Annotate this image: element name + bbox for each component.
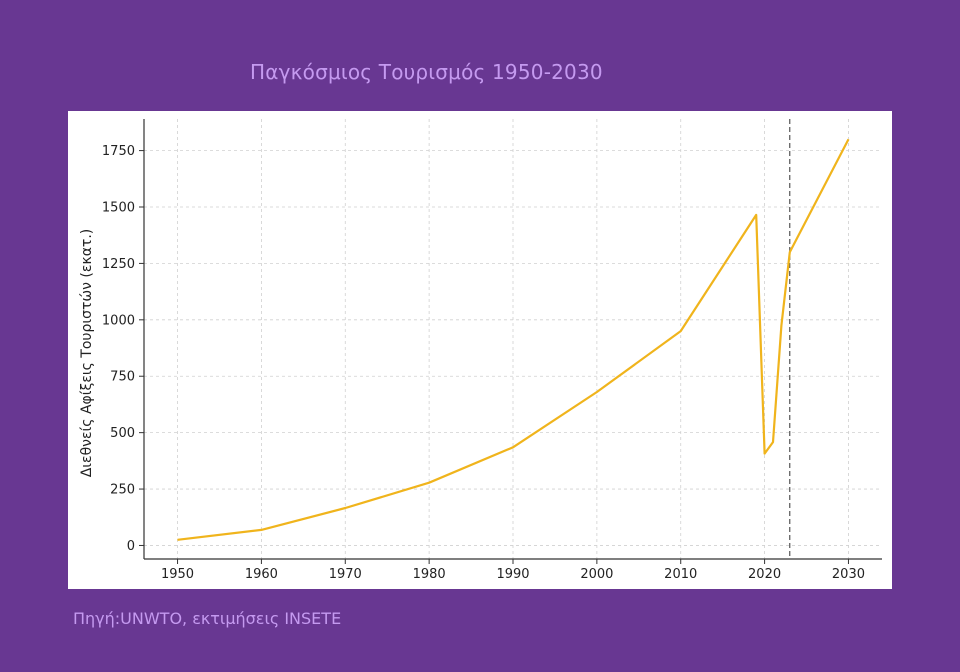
y-tick-label: 500 [110, 426, 135, 441]
x-tick-label: 1990 [496, 567, 529, 582]
tick-labels: 1950 1960 1970 1980 1990 2000 2010 2020 2030 0 250… [102, 144, 865, 582]
x-tick-label: 2030 [832, 567, 865, 582]
y-axis-label: Διεθνείς Αφίξεις Τουριστών (εκατ.) [79, 229, 95, 478]
x-tick-label: 1960 [245, 567, 278, 582]
page-title: Παγκόσμιος Τουρισμός 1950-2030 [250, 60, 603, 84]
x-tick-label: 2000 [580, 567, 613, 582]
series-line [177, 138, 850, 541]
grid [144, 119, 882, 559]
x-tick-label: 1950 [161, 567, 194, 582]
chart-panel: 1950 1960 1970 1980 1990 2000 2010 2020 2030 0 250… [68, 111, 892, 589]
y-tick-label: 1500 [102, 201, 135, 216]
y-tick-label: 1000 [102, 313, 135, 328]
x-tick-label: 1980 [413, 567, 446, 582]
y-tick-label: 750 [110, 370, 135, 385]
x-tick-label: 2020 [748, 567, 781, 582]
source-note: Πηγή:UNWTO, εκτιμήσεις INSETE [73, 609, 342, 628]
y-tick-label: 1250 [102, 257, 135, 272]
x-tick-label: 2010 [664, 567, 697, 582]
y-tick-label: 1750 [102, 144, 135, 159]
series-layer [177, 138, 850, 541]
line-chart: 1950 1960 1970 1980 1990 2000 2010 2020 2030 0 250… [79, 119, 882, 582]
y-tick-label: 0 [127, 539, 135, 554]
x-tick-label: 1970 [329, 567, 362, 582]
axes [139, 119, 882, 564]
y-tick-label: 250 [110, 483, 135, 498]
